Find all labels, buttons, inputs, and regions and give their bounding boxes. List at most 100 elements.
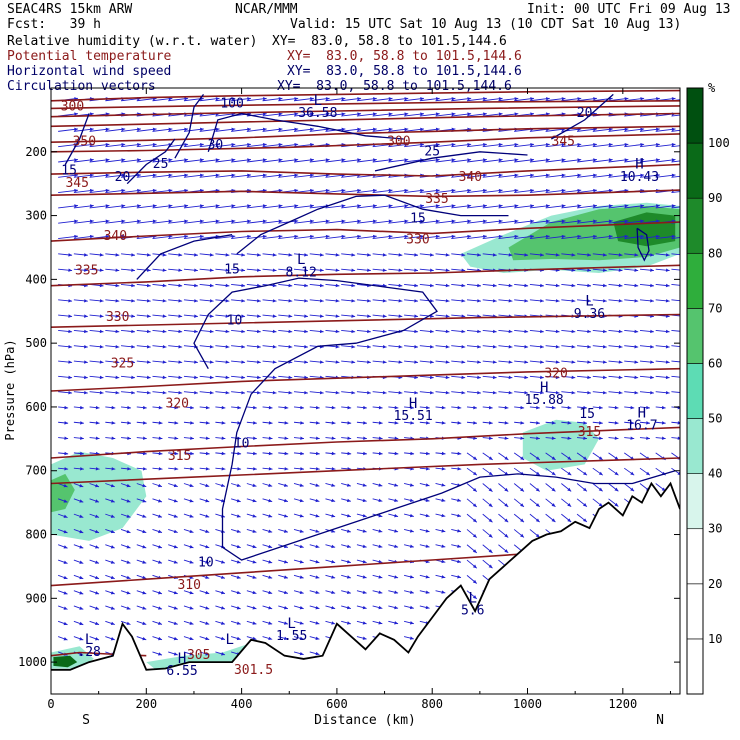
circulation-vector-657 xyxy=(325,620,336,625)
circulation-vector-609 xyxy=(309,451,320,456)
circulation-vector-535 xyxy=(278,436,289,440)
colorbar-label-3: 40 xyxy=(708,467,722,481)
circulation-vector-710 xyxy=(356,345,371,349)
circulation-vector-150 xyxy=(120,127,141,132)
plot-frame xyxy=(50,87,681,695)
circulation-vector-291 xyxy=(168,636,178,641)
circulation-vector-592 xyxy=(309,188,330,194)
circulation-vector-1198 xyxy=(592,375,607,380)
circulation-vector-490 xyxy=(262,299,277,303)
circulation-vector-1201 xyxy=(592,421,603,425)
circulation-vector-471 xyxy=(246,559,257,564)
circulation-vector-1319 xyxy=(671,175,680,178)
circulation-vector-460 xyxy=(246,390,261,395)
circulation-vector-214 xyxy=(136,574,147,580)
extremum-value-9: .28 xyxy=(77,645,100,660)
circulation-vector-529 xyxy=(278,345,293,349)
circulation-vector-5 xyxy=(58,173,79,178)
circulation-vector-620 xyxy=(309,620,320,625)
theta-contour-4 xyxy=(51,125,680,143)
circulation-vector-397 xyxy=(215,559,226,564)
circulation-vector-973 xyxy=(482,112,503,117)
circulation-vector-168 xyxy=(121,405,132,410)
circulation-vector-398 xyxy=(215,574,226,579)
circulation-vector-1020 xyxy=(498,329,513,334)
circulation-vector-321 xyxy=(183,528,194,534)
circulation-vector-610 xyxy=(309,467,320,471)
circulation-vector-621 xyxy=(309,636,320,640)
circulation-vector-224 xyxy=(152,173,173,178)
circulation-vector-1136 xyxy=(561,283,576,288)
circulation-vector-559 xyxy=(293,253,308,257)
circulation-vector-143 xyxy=(105,590,115,595)
wind-label-6: 15 xyxy=(224,262,240,277)
circulation-vector-118 xyxy=(105,204,126,209)
circulation-vector-1260 xyxy=(623,483,635,492)
colorbar-swatch-9 xyxy=(686,142,704,199)
circulation-vector-578 xyxy=(293,544,304,549)
circulation-vector-285 xyxy=(168,544,178,549)
circulation-vector-827 xyxy=(403,498,414,503)
circulation-vector-566 xyxy=(293,360,308,364)
circulation-vector-896 xyxy=(435,467,446,471)
field-name-rh: Relative humidity (w.r.t. water) xyxy=(7,34,258,49)
circulation-vector-1142 xyxy=(561,375,576,380)
circulation-vector-939 xyxy=(466,97,487,102)
circulation-vector-270 xyxy=(168,314,183,318)
circulation-vector-513 xyxy=(278,97,299,102)
circulation-vector-78 xyxy=(89,158,110,163)
circulation-vector-1112 xyxy=(545,360,560,364)
field-xy-rh: XY= 83.0, 58.8 to 101.5,144.6 xyxy=(272,34,507,49)
circulation-vector-215 xyxy=(136,590,147,595)
y-tick-label-5: 700 xyxy=(25,464,47,478)
circulation-vector-329 xyxy=(183,651,194,656)
circulation-vector-1095 xyxy=(545,97,566,102)
circulation-vector-346 xyxy=(199,345,214,349)
circulation-vector-278 xyxy=(168,436,179,440)
circulation-vector-707 xyxy=(356,299,371,303)
circulation-vector-782 xyxy=(388,345,403,349)
circulation-vector-952 xyxy=(466,299,481,303)
circulation-vector-1330 xyxy=(671,345,680,348)
circulation-vector-423 xyxy=(231,390,246,395)
circulation-vector-990 xyxy=(482,375,497,380)
circulation-vector-358 xyxy=(199,528,210,533)
circulation-vector-965 xyxy=(466,498,478,508)
circulation-vector-1190 xyxy=(592,253,607,257)
circulation-vector-740 xyxy=(372,253,387,257)
circulation-vector-1094 xyxy=(529,529,540,538)
circulation-vector-221 xyxy=(152,127,173,132)
x-tick-label-1: 200 xyxy=(135,697,157,711)
circulation-vector-884 xyxy=(435,283,450,288)
circulation-vector-45 xyxy=(73,219,94,224)
circulation-vector-485 xyxy=(262,219,283,224)
circulation-vector-736 xyxy=(372,188,393,194)
circulation-vector-204 xyxy=(136,421,147,425)
circulation-vector-130 xyxy=(105,390,120,395)
circulation-vector-991 xyxy=(482,390,497,395)
y-tick-label-4: 600 xyxy=(25,400,47,414)
circulation-vector-178 xyxy=(120,559,131,564)
circulation-vector-795 xyxy=(388,544,399,548)
colorbar-label-7: 80 xyxy=(708,246,722,260)
circulation-vector-680 xyxy=(341,421,352,425)
circulation-vector-920 xyxy=(451,314,466,318)
circulation-vector-632 xyxy=(325,234,346,239)
circulation-vector-1212 xyxy=(608,158,629,163)
circulation-vector-190 xyxy=(136,204,157,209)
extremum-value-8: 5.6 xyxy=(461,604,484,619)
circulation-vector-1195 xyxy=(592,329,607,334)
circulation-vector-434 xyxy=(230,559,241,564)
circulation-vector-473 xyxy=(246,590,257,595)
circulation-vector-760 xyxy=(372,559,383,564)
wind-contour-3 xyxy=(126,138,176,185)
circulation-vector-563 xyxy=(293,314,308,318)
circulation-vector-162 xyxy=(121,314,136,318)
circulation-vector-459 xyxy=(246,375,261,380)
circulation-vector-815 xyxy=(404,314,419,318)
circulation-vector-300 xyxy=(183,204,204,209)
circulation-vector-770 xyxy=(388,158,409,163)
circulation-vector-151 xyxy=(120,142,141,148)
circulation-vector-829 xyxy=(403,528,414,533)
circulation-vector-665 xyxy=(341,188,362,194)
